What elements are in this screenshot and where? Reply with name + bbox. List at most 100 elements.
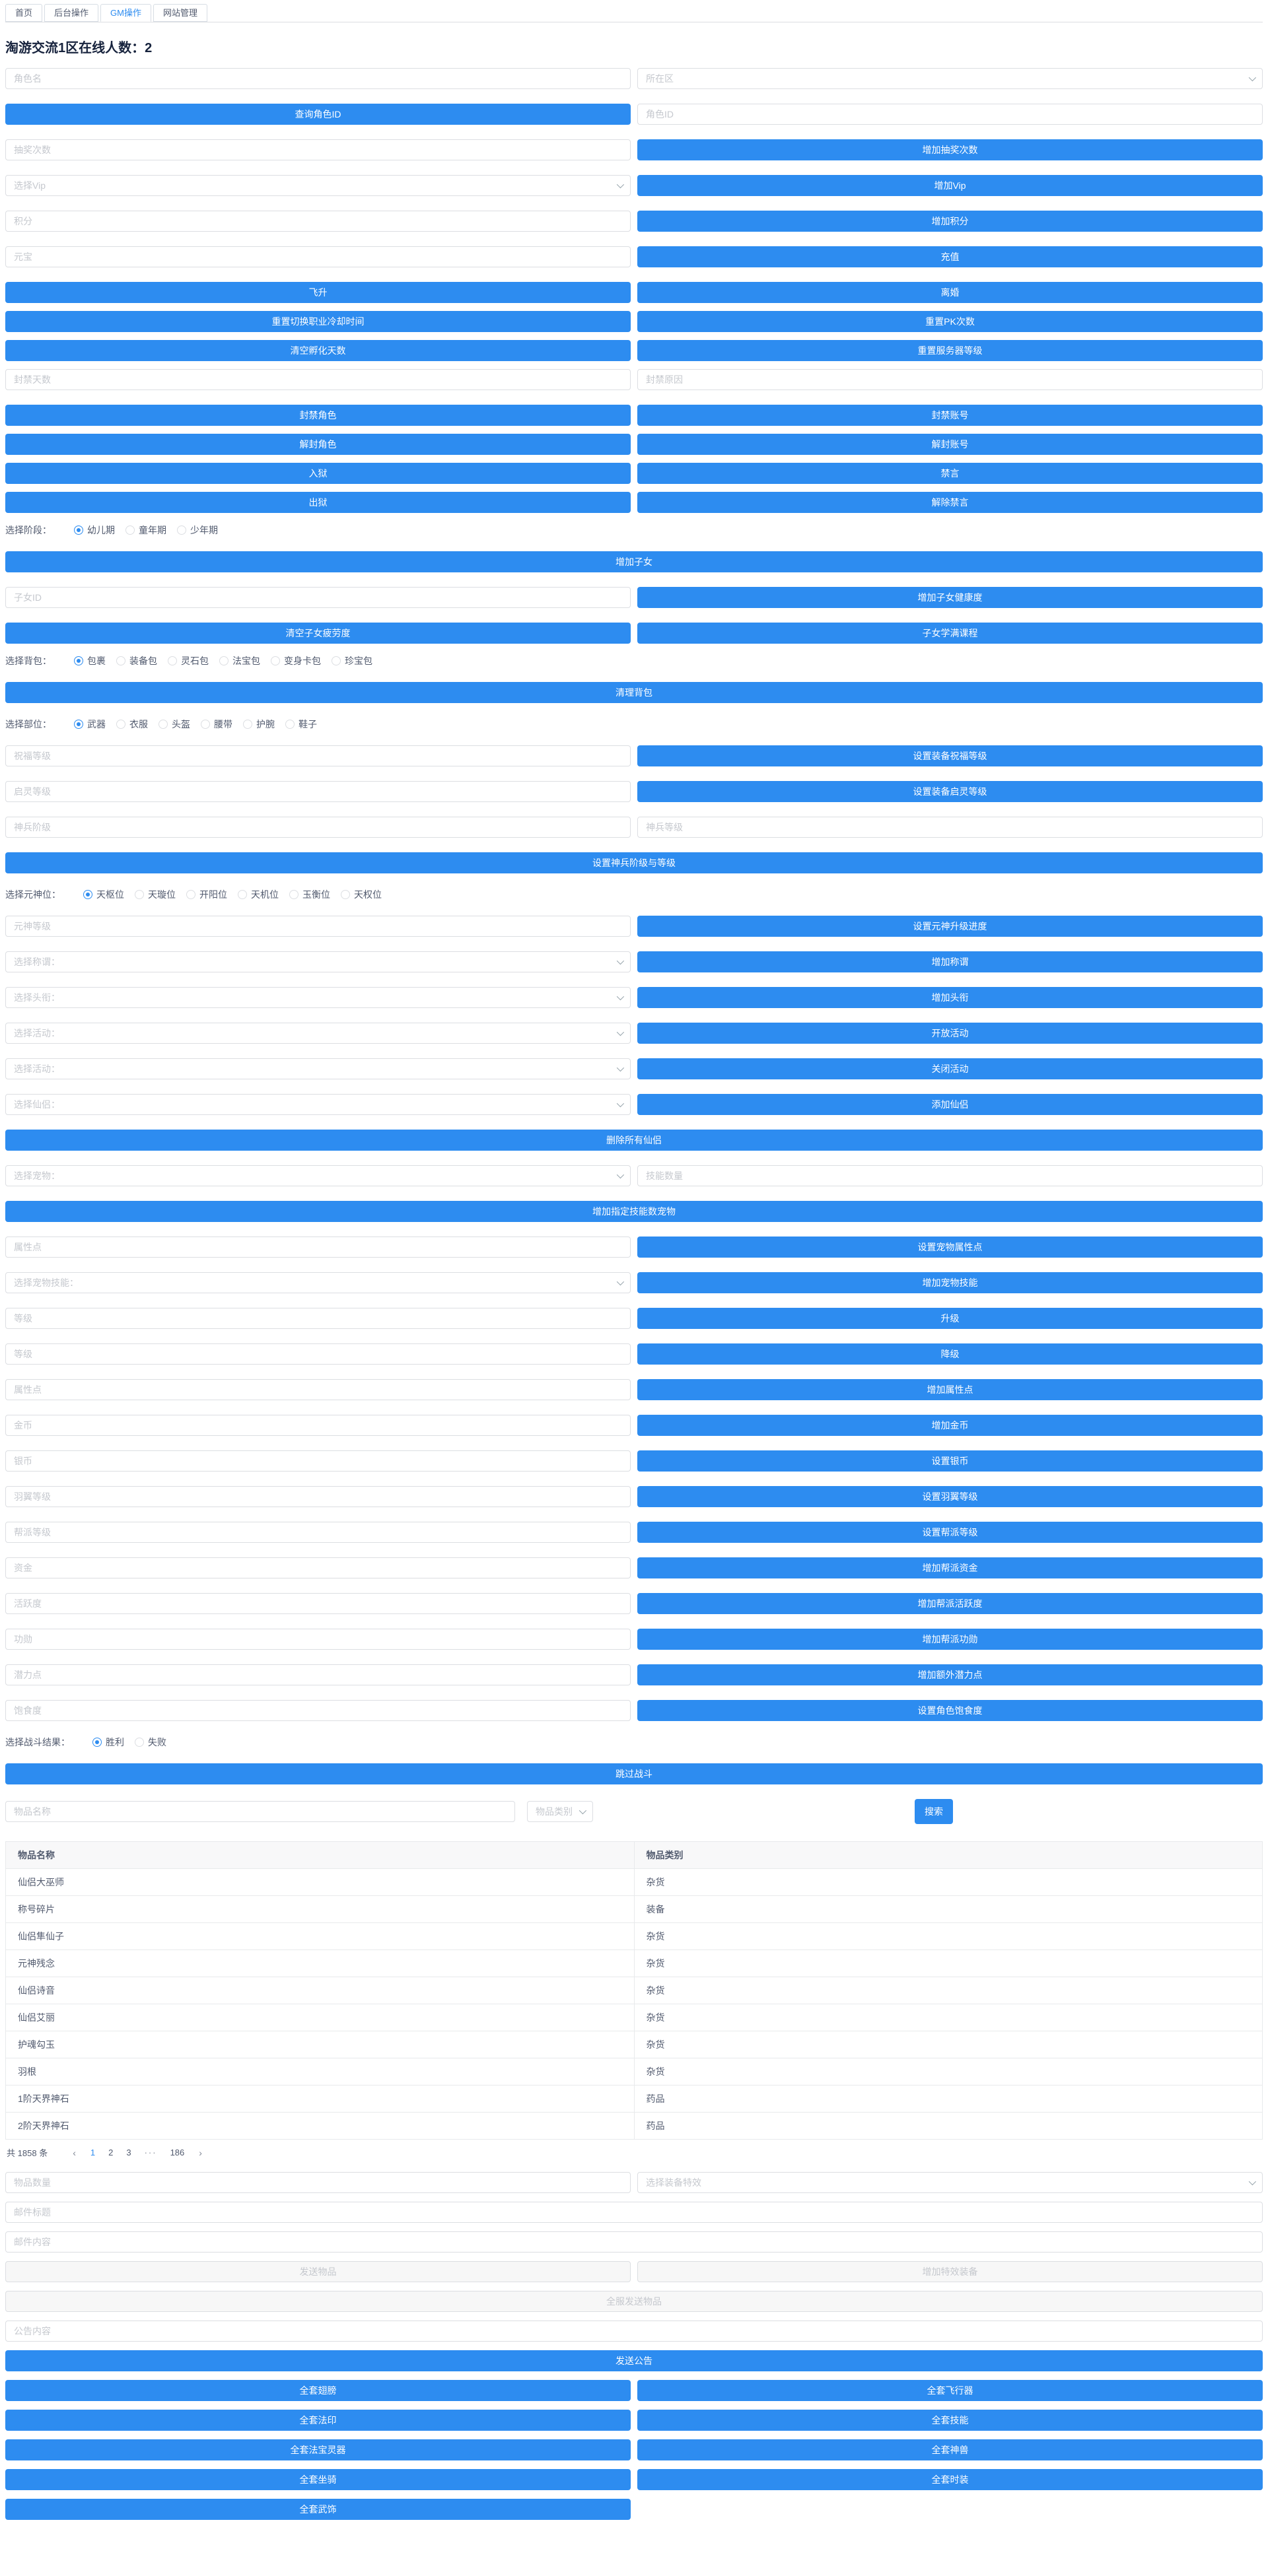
- radio-option[interactable]: 天机位: [238, 888, 279, 901]
- page-number-2[interactable]: 2: [108, 2148, 114, 2157]
- radio-option[interactable]: 灵石包: [168, 654, 209, 667]
- action-button[interactable]: 全套翅膀: [5, 2380, 631, 2401]
- action-button[interactable]: 增加抽奖次数: [637, 139, 1263, 160]
- action-button[interactable]: 出狱: [5, 492, 631, 513]
- text-input[interactable]: [5, 1237, 631, 1258]
- radio-option[interactable]: 天枢位: [83, 888, 124, 901]
- text-input[interactable]: [5, 1700, 631, 1721]
- text-input[interactable]: [5, 817, 631, 838]
- text-input[interactable]: [5, 2172, 631, 2193]
- text-input[interactable]: [5, 1629, 631, 1650]
- action-button[interactable]: 全套坐骑: [5, 2469, 631, 2490]
- item-name-search-input[interactable]: [5, 1801, 515, 1822]
- select-input[interactable]: 所在区: [637, 68, 1263, 89]
- select-input[interactable]: 选择宠物：: [5, 1165, 631, 1186]
- text-input[interactable]: [5, 1343, 631, 1365]
- select-input[interactable]: 选择Vip: [5, 175, 631, 196]
- text-input[interactable]: [5, 1379, 631, 1400]
- text-input[interactable]: [637, 369, 1263, 390]
- action-button[interactable]: 禁言: [637, 463, 1263, 484]
- select-input[interactable]: 选择仙侣：: [5, 1094, 631, 1115]
- radio-option[interactable]: 胜利: [92, 1736, 124, 1749]
- action-button[interactable]: 增加称谓: [637, 951, 1263, 972]
- action-button[interactable]: 封禁账号: [637, 405, 1263, 426]
- action-button[interactable]: 全套飞行器: [637, 2380, 1263, 2401]
- action-button[interactable]: 添加仙侣: [637, 1094, 1263, 1115]
- radio-option[interactable]: 变身卡包: [271, 654, 321, 667]
- tab-home[interactable]: 首页: [5, 4, 43, 22]
- action-button[interactable]: 全套神兽: [637, 2439, 1263, 2460]
- action-button[interactable]: 飞升: [5, 282, 631, 303]
- prev-page-button[interactable]: ‹: [73, 2147, 76, 2158]
- text-input[interactable]: [5, 1415, 631, 1436]
- radio-option[interactable]: 法宝包: [219, 654, 260, 667]
- action-button[interactable]: 开放活动: [637, 1023, 1263, 1044]
- action-button[interactable]: 充值: [637, 246, 1263, 267]
- action-button[interactable]: 增加指定技能数宠物: [5, 1201, 1263, 1222]
- action-button[interactable]: 重置服务器等级: [637, 340, 1263, 361]
- radio-option[interactable]: 腰带: [201, 718, 232, 731]
- action-button[interactable]: 解封账号: [637, 434, 1263, 455]
- action-button[interactable]: 删除所有仙侣: [5, 1130, 1263, 1151]
- text-input[interactable]: [5, 1557, 631, 1578]
- radio-option[interactable]: 开阳位: [186, 888, 227, 901]
- next-page-button[interactable]: ›: [199, 2147, 202, 2158]
- action-button[interactable]: 全套武饰: [5, 2499, 631, 2520]
- action-button[interactable]: 增加属性点: [637, 1379, 1263, 1400]
- text-input[interactable]: [5, 1486, 631, 1507]
- action-button[interactable]: 增加金币: [637, 1415, 1263, 1436]
- action-button[interactable]: 设置帮派等级: [637, 1522, 1263, 1543]
- action-button[interactable]: 关闭活动: [637, 1058, 1263, 1079]
- text-input[interactable]: [5, 587, 631, 608]
- radio-option[interactable]: 天璇位: [135, 888, 176, 901]
- radio-option[interactable]: 玉衡位: [289, 888, 330, 901]
- action-button[interactable]: 增加积分: [637, 211, 1263, 232]
- text-input[interactable]: [637, 104, 1263, 125]
- action-button[interactable]: 子女学满课程: [637, 623, 1263, 644]
- text-input[interactable]: [5, 369, 631, 390]
- action-button[interactable]: 发送物品: [5, 2261, 631, 2282]
- text-input[interactable]: [5, 1593, 631, 1614]
- tab-backend-ops[interactable]: 后台操作: [44, 4, 99, 22]
- action-button[interactable]: 重置切换职业冷却时间: [5, 311, 631, 332]
- text-input[interactable]: [5, 1522, 631, 1543]
- text-input[interactable]: [637, 1165, 1263, 1186]
- text-input[interactable]: [5, 211, 631, 232]
- radio-option[interactable]: 少年期: [177, 524, 218, 537]
- action-button[interactable]: 离婚: [637, 282, 1263, 303]
- text-input[interactable]: [637, 817, 1263, 838]
- radio-option[interactable]: 装备包: [116, 654, 157, 667]
- page-number-3[interactable]: 3: [126, 2148, 131, 2157]
- action-button[interactable]: 全套法印: [5, 2410, 631, 2431]
- text-input[interactable]: [5, 2321, 1263, 2342]
- select-input[interactable]: 选择装备特效: [637, 2172, 1263, 2193]
- text-input[interactable]: [5, 246, 631, 267]
- action-button[interactable]: 全套法宝灵器: [5, 2439, 631, 2460]
- search-button[interactable]: 搜索: [915, 1799, 953, 1824]
- radio-option[interactable]: 护腕: [243, 718, 275, 731]
- text-input[interactable]: [5, 68, 631, 89]
- text-input[interactable]: [5, 2202, 1263, 2223]
- action-button[interactable]: 设置羽翼等级: [637, 1486, 1263, 1507]
- radio-option[interactable]: 衣服: [116, 718, 148, 731]
- radio-option[interactable]: 鞋子: [285, 718, 317, 731]
- action-button[interactable]: 清空子女疲劳度: [5, 623, 631, 644]
- action-button[interactable]: 增加额外潜力点: [637, 1664, 1263, 1685]
- radio-option[interactable]: 头盔: [158, 718, 190, 731]
- action-button[interactable]: 发送公告: [5, 2350, 1263, 2371]
- text-input[interactable]: [5, 139, 631, 160]
- action-button[interactable]: 清空孵化天数: [5, 340, 631, 361]
- select-input[interactable]: 选择活动：: [5, 1023, 631, 1044]
- action-button[interactable]: 解除禁言: [637, 492, 1263, 513]
- select-input[interactable]: 选择活动：: [5, 1058, 631, 1079]
- action-button[interactable]: 增加子女: [5, 551, 1263, 572]
- item-category-select[interactable]: 物品类别: [527, 1801, 593, 1822]
- radio-option[interactable]: 武器: [74, 718, 106, 731]
- action-button[interactable]: 设置宠物属性点: [637, 1237, 1263, 1258]
- select-input[interactable]: 选择头衔：: [5, 987, 631, 1008]
- action-button[interactable]: 入狱: [5, 463, 631, 484]
- action-button[interactable]: 设置装备启灵等级: [637, 781, 1263, 802]
- action-button[interactable]: 增加Vip: [637, 175, 1263, 196]
- text-input[interactable]: [5, 1450, 631, 1472]
- text-input[interactable]: [5, 2231, 1263, 2253]
